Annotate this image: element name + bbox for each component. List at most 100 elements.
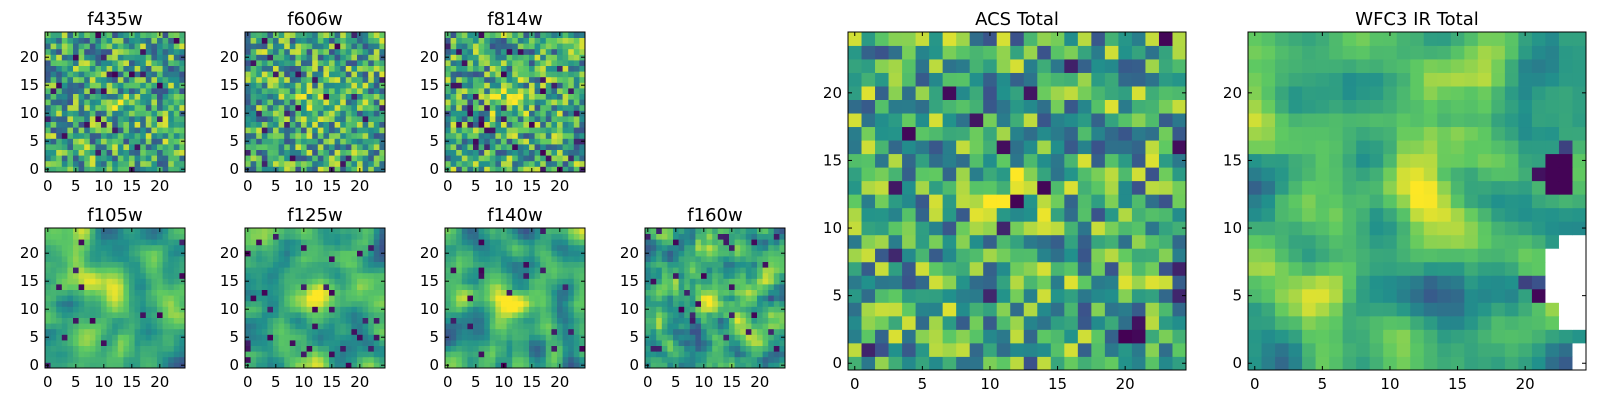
heatmap-cell (140, 284, 147, 290)
heatmap-cell (373, 289, 380, 296)
heatmap-cell (123, 328, 130, 335)
heatmap-cell (289, 127, 296, 134)
heatmap-cell (301, 317, 307, 324)
heatmap-cell (689, 239, 696, 246)
heatmap-cell (667, 244, 674, 251)
heatmap-cell (317, 334, 324, 341)
heatmap-cell (551, 312, 558, 318)
heatmap-cell (368, 104, 375, 111)
heatmap-cell (557, 256, 563, 262)
heatmap-cell (506, 60, 513, 66)
heatmap-cell (123, 121, 130, 128)
heatmap-cell (245, 289, 251, 296)
heatmap-cell (461, 250, 468, 257)
heatmap-cell (368, 144, 375, 150)
heatmap-cell (523, 32, 530, 38)
heatmap-cell (295, 166, 302, 173)
heatmap-cell (50, 132, 57, 139)
heatmap-cell (373, 239, 380, 246)
heatmap-cell (340, 289, 347, 296)
heatmap-cell (129, 138, 135, 145)
heatmap-cell (140, 345, 147, 352)
heatmap-cell (357, 239, 363, 246)
heatmap-cell (179, 228, 186, 234)
heatmap-cell (284, 362, 291, 369)
heatmap-cell (562, 312, 569, 318)
heatmap-cell (112, 71, 119, 78)
heatmap-cell (362, 261, 369, 268)
heatmap-cell (89, 121, 96, 128)
heatmap-cell (545, 48, 552, 55)
heatmap-cell (368, 65, 375, 72)
heatmap-cell (1104, 167, 1119, 182)
heatmap-cell (89, 345, 96, 352)
heatmap-cell (123, 127, 130, 134)
heatmap-cell (551, 132, 558, 139)
heatmap-cell (362, 328, 369, 335)
heatmap-cell (73, 160, 79, 167)
heatmap-cell (323, 76, 330, 83)
heatmap-cell (684, 289, 691, 296)
heatmap-cell (745, 345, 752, 352)
heatmap-cell (50, 32, 57, 38)
heatmap-cell (779, 239, 786, 246)
heatmap-cell (50, 149, 57, 156)
heatmap-cell (473, 93, 479, 100)
heatmap-cell (545, 138, 552, 145)
heatmap-cell (345, 312, 352, 318)
heatmap-cell (340, 48, 347, 55)
heatmap-cell (56, 278, 63, 285)
heatmap-cell (140, 340, 147, 346)
heatmap-cell (1091, 167, 1106, 182)
heatmap-cell (289, 228, 296, 234)
heatmap-cell (1172, 288, 1187, 303)
heatmap-cell (568, 99, 575, 106)
heatmap-cell (1023, 302, 1038, 317)
heatmap-cell (140, 256, 147, 262)
heatmap-cell (450, 166, 457, 173)
heatmap-cell (875, 288, 889, 303)
heatmap-cell (256, 132, 263, 139)
heatmap-cell (340, 317, 347, 324)
heatmap-cell (123, 43, 130, 50)
heatmap-cell (445, 160, 451, 167)
heatmap-cell (506, 317, 513, 324)
heatmap-cell (134, 312, 141, 318)
heatmap-cell (673, 300, 679, 307)
heatmap-cell (295, 48, 302, 55)
heatmap-cell (145, 328, 152, 335)
heatmap-cell (329, 43, 335, 50)
heatmap-cell (106, 284, 113, 290)
heatmap-cell (848, 315, 862, 330)
heatmap-cell (106, 300, 113, 307)
heatmap-cell (684, 267, 691, 274)
heatmap-cell (256, 37, 263, 44)
heatmap-cell (306, 166, 313, 173)
heatmap-cell (140, 99, 147, 106)
heatmap-cell (301, 99, 307, 106)
heatmap-cell (317, 261, 324, 268)
heatmap-cell (562, 295, 569, 302)
heatmap-cell (145, 362, 152, 369)
heatmap-cell (661, 323, 668, 330)
heatmap-cell (295, 345, 302, 352)
heatmap-cell (317, 166, 324, 173)
heatmap-cell (861, 275, 876, 290)
heatmap-cell (656, 340, 663, 346)
heatmap-cell (557, 43, 563, 50)
heatmap-cell (357, 132, 363, 139)
heatmap-cell (351, 323, 358, 330)
heatmap-cell (529, 144, 535, 150)
heatmap-cell (306, 76, 313, 83)
heatmap-cell (345, 317, 352, 324)
heatmap-cell (445, 356, 451, 363)
heatmap-cell (368, 160, 375, 167)
heatmap-cell (273, 295, 279, 302)
heatmap-cell (461, 166, 468, 173)
heatmap-cell (751, 295, 758, 302)
heatmap-cell (551, 278, 558, 285)
heatmap-cell (645, 233, 651, 240)
heatmap-cell (56, 60, 63, 66)
heatmap-cell (145, 99, 152, 106)
heatmap-cell (751, 284, 758, 290)
